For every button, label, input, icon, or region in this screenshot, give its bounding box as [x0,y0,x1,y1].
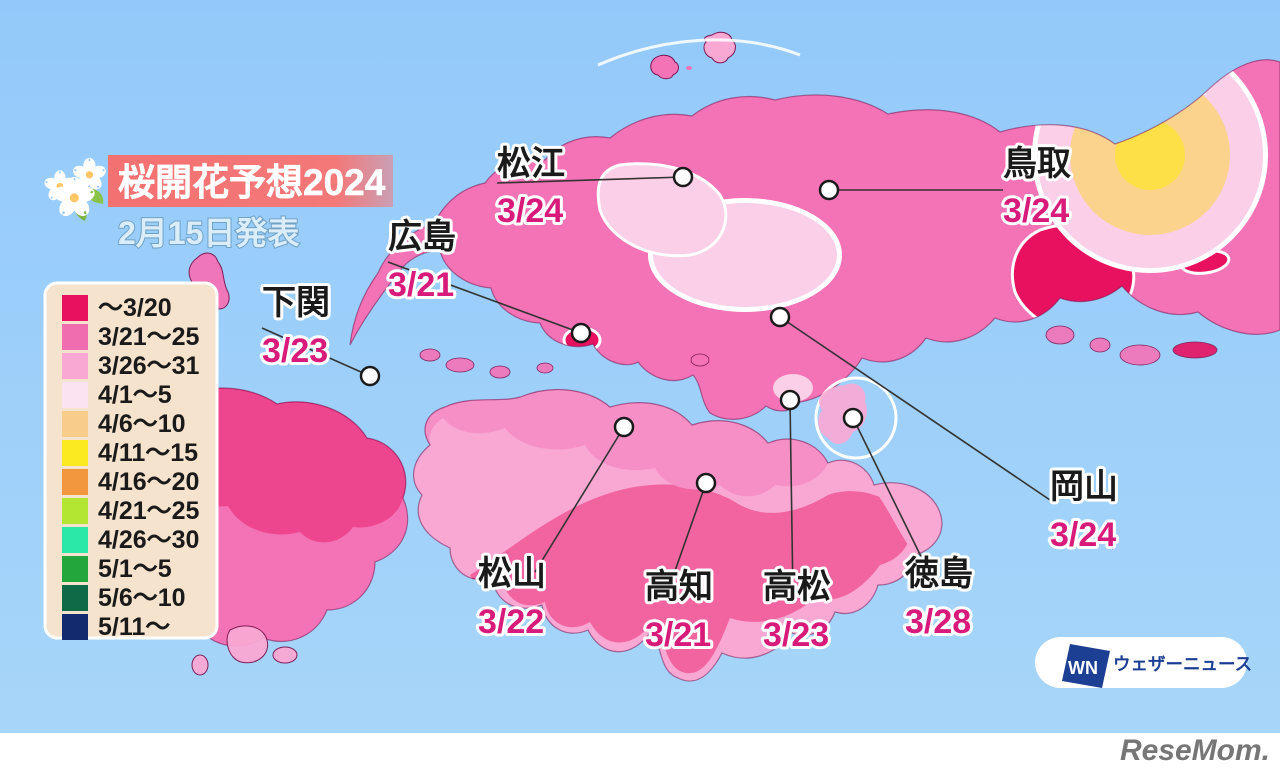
svg-text:ウェザーニュース: ウェザーニュース [1113,654,1252,674]
svg-text:3/23: 3/23 [763,616,829,654]
svg-text:～3/20: ～3/20 [98,294,172,322]
svg-text:4/21～25: 4/21～25 [98,497,200,525]
svg-text:3/24: 3/24 [1003,192,1069,230]
svg-text:3/26～31: 3/26～31 [98,352,200,380]
svg-text:高松: 高松 [763,568,831,606]
svg-text:5/1～5: 5/1～5 [98,555,172,583]
svg-text:3/28: 3/28 [905,603,971,641]
svg-text:下関: 下関 [262,284,330,322]
svg-text:3/24: 3/24 [497,192,563,230]
svg-text:鳥取: 鳥取 [1003,145,1071,183]
svg-text:4/16～20: 4/16～20 [98,468,199,496]
svg-text:ReseMom.: ReseMom. [1120,734,1270,767]
svg-text:3/24: 3/24 [1050,516,1116,554]
svg-text:広島: 広島 [388,218,456,256]
svg-text:4/1～5: 4/1～5 [98,381,172,409]
svg-text:3/21: 3/21 [388,266,454,304]
svg-text:4/11～15: 4/11～15 [98,439,198,467]
svg-text:4/26～30: 4/26～30 [98,526,199,554]
svg-text:5/11～: 5/11～ [98,613,170,641]
svg-text:岡山: 岡山 [1050,468,1118,506]
svg-text:桜開花予想2024: 桜開花予想2024 [118,162,386,203]
svg-text:松山: 松山 [478,555,546,593]
svg-text:松江: 松江 [497,145,565,183]
svg-text:3/21: 3/21 [645,616,711,654]
svg-text:3/21～25: 3/21～25 [98,323,200,351]
svg-text:3/23: 3/23 [262,332,328,370]
svg-text:5/6～10: 5/6～10 [98,584,186,612]
svg-text:WN: WN [1068,658,1098,678]
svg-text:2月15日発表: 2月15日発表 [118,215,299,251]
svg-text:4/6～10: 4/6～10 [98,410,186,438]
svg-text:高知: 高知 [645,568,713,606]
svg-text:3/22: 3/22 [478,603,544,641]
svg-text:徳島: 徳島 [904,555,973,593]
